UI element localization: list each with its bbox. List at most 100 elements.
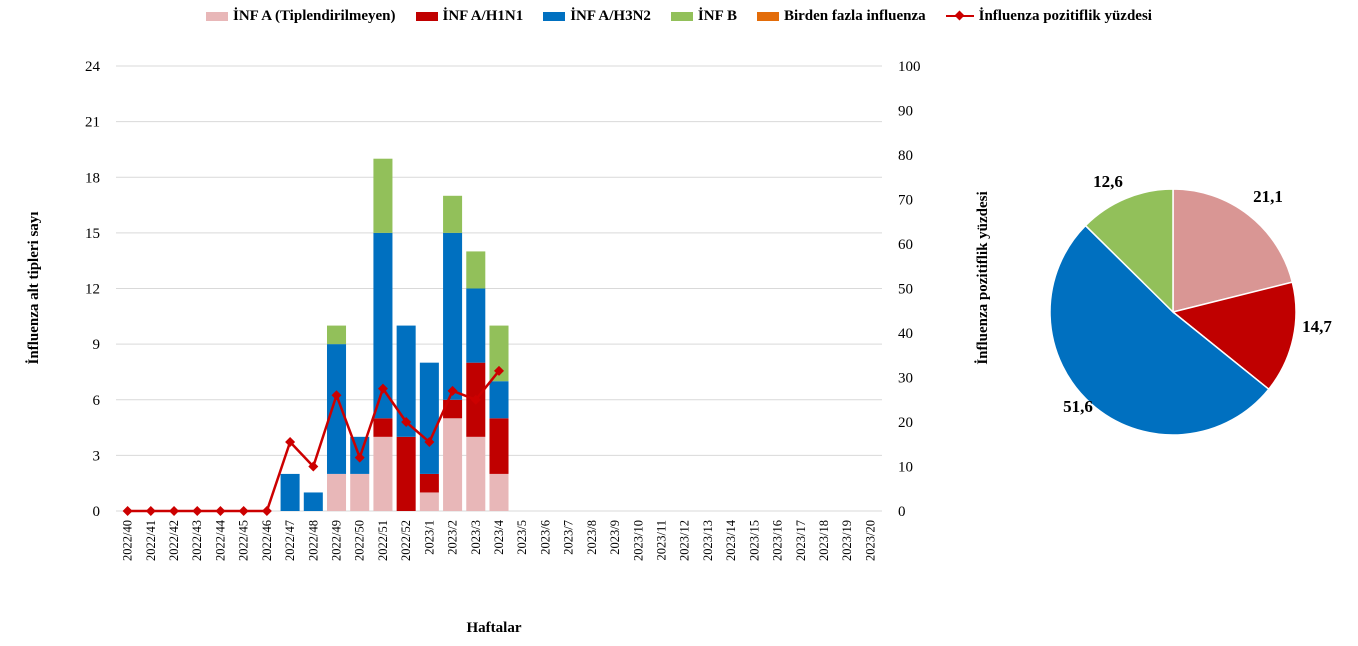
- x-tick-label: 2022/44: [213, 519, 227, 561]
- y-tick-label: 9: [93, 337, 101, 353]
- y-tick-label: 6: [93, 393, 101, 409]
- x-axis-title: Haftalar: [467, 620, 522, 636]
- bar-segment: [443, 195, 463, 233]
- y2-tick-label: 30: [898, 371, 913, 387]
- x-tick-label: 2022/50: [353, 520, 367, 561]
- x-tick-label: 2023/17: [794, 520, 808, 561]
- bar-segment: [350, 473, 370, 511]
- positivity-point: [192, 506, 203, 516]
- x-tick-label: 2023/14: [724, 519, 738, 561]
- legend-item-h3n2: İNF A/H3N2: [543, 8, 651, 25]
- bar-segment: [326, 344, 347, 474]
- x-tick-label: 2022/51: [376, 520, 390, 561]
- legend-swatch-h3n2: [543, 11, 566, 21]
- x-tick-label: 2022/48: [306, 520, 320, 561]
- x-tick-label: 2023/11: [654, 520, 668, 561]
- legend-item-h1n1: İNF A/H1N1: [415, 7, 524, 25]
- bar-segment: [489, 325, 509, 382]
- bar-segment: [280, 473, 300, 511]
- y2-tick-label: 40: [898, 326, 913, 342]
- legend-label-unsubtyped: İNF A (Tiplendirilmeyen): [233, 7, 396, 24]
- y2-tick-label: 90: [898, 104, 913, 120]
- legend-item-multiple: Birden fazla influenza: [756, 7, 926, 25]
- bar-segment: [373, 232, 393, 419]
- left-y-axis-ticks: 0 3 6 9 12 15 18 21 24: [85, 59, 101, 520]
- y-axis-title: İnfluenza alt tipleri sayı: [25, 212, 42, 365]
- chart-legend: İNF A (Tiplendirilmeyen) İNF A/H1N1 İNF …: [0, 4, 1358, 28]
- y2-tick-label: 50: [898, 282, 913, 298]
- positivity-point: [261, 506, 272, 516]
- stacked-bar-chart: 0 3 6 9 12 15 18 21 24 0 10 20 30 40 50 60 70 80 90 100 20…: [25, 59, 991, 636]
- bar-segment: [373, 418, 393, 437]
- y-tick-label: 12: [85, 282, 100, 298]
- x-tick-label: 2022/42: [167, 520, 181, 561]
- y2-axis-title: İnfluenza pozitiflik yüzdesi: [974, 191, 991, 364]
- legend-swatch-multiple: [756, 11, 779, 21]
- x-tick-label: 2023/4: [492, 519, 506, 554]
- x-tick-label: 2023/3: [469, 520, 483, 555]
- x-tick-label: 2023/13: [701, 520, 715, 561]
- x-tick-label: 2023/10: [631, 520, 645, 561]
- legend-item-positivity: İnfluenza pozitiflik yüzdesi: [945, 7, 1152, 25]
- x-tick-label: 2023/15: [747, 520, 761, 561]
- bar-segment: [443, 418, 463, 511]
- right-y-axis-ticks: 0 10 20 30 40 50 60 70 80 90 100: [898, 59, 921, 520]
- x-tick-label: 2022/52: [399, 520, 413, 561]
- legend-label-multiple: Birden fazla influenza: [783, 7, 926, 24]
- x-tick-label: 2022/45: [237, 520, 251, 561]
- x-tick-label: 2022/40: [121, 520, 135, 561]
- pie-slice: [1049, 224, 1270, 436]
- x-tick-label: 2023/12: [678, 520, 692, 561]
- positivity-point: [285, 437, 296, 448]
- x-tick-label: 2023/2: [446, 520, 460, 555]
- x-tick-label: 2022/43: [190, 520, 204, 561]
- y-tick-label: 0: [93, 504, 101, 520]
- positivity-point: [470, 394, 481, 405]
- bar-segment: [326, 473, 347, 511]
- bar-segment: [419, 362, 439, 474]
- y2-tick-label: 10: [898, 460, 913, 476]
- x-tick-label: 2022/47: [283, 520, 297, 561]
- legend-item-infb: İNF B: [670, 8, 737, 25]
- x-tick-label: 2023/1: [422, 520, 436, 555]
- legend-line-marker-icon: [945, 10, 974, 22]
- bar-segment: [466, 288, 486, 363]
- y-tick-label: 15: [85, 226, 100, 242]
- legend-swatch-h1n1: [415, 11, 438, 21]
- bar-segment: [303, 492, 323, 511]
- bar-segment: [489, 381, 509, 419]
- x-tick-label: 2022/41: [144, 520, 158, 561]
- pie-slice-label: 12,6: [1093, 172, 1123, 191]
- positivity-point: [238, 506, 249, 516]
- positivity-point: [169, 506, 180, 516]
- positivity-point: [494, 365, 504, 376]
- positivity-point: [331, 390, 342, 401]
- y-tick-label: 3: [93, 448, 101, 464]
- pie-chart: 21,1 14,7 51,6 12,6: [1049, 172, 1332, 436]
- bar-segment: [396, 325, 416, 437]
- y-tick-label: 24: [85, 59, 101, 75]
- legend-label-positivity: İnfluenza pozitiflik yüzdesi: [978, 7, 1152, 24]
- bar-segment: [443, 399, 463, 419]
- y2-tick-label: 70: [898, 193, 913, 209]
- positivity-point: [122, 506, 133, 516]
- bar-segment: [466, 251, 486, 289]
- bar-series: [280, 158, 509, 511]
- y2-tick-label: 60: [898, 237, 913, 253]
- x-tick-label: 2022/46: [260, 520, 274, 561]
- y2-tick-label: 80: [898, 148, 913, 164]
- bar-segment: [489, 418, 509, 474]
- bar-segment: [419, 492, 439, 511]
- bar-segment: [419, 473, 439, 493]
- positivity-point: [354, 452, 365, 463]
- pie-slice: [1171, 281, 1297, 391]
- legend-swatch-infb: [670, 11, 693, 21]
- y2-tick-label: 20: [898, 415, 913, 431]
- y2-tick-label: 0: [898, 504, 906, 520]
- x-tick-label: 2023/7: [562, 520, 576, 555]
- pie-slice-label: 21,1: [1253, 187, 1283, 206]
- pie-slice: [1172, 188, 1294, 313]
- x-tick-label: 2023/18: [817, 520, 831, 561]
- legend-label-h1n1: İNF A/H1N1: [442, 7, 524, 24]
